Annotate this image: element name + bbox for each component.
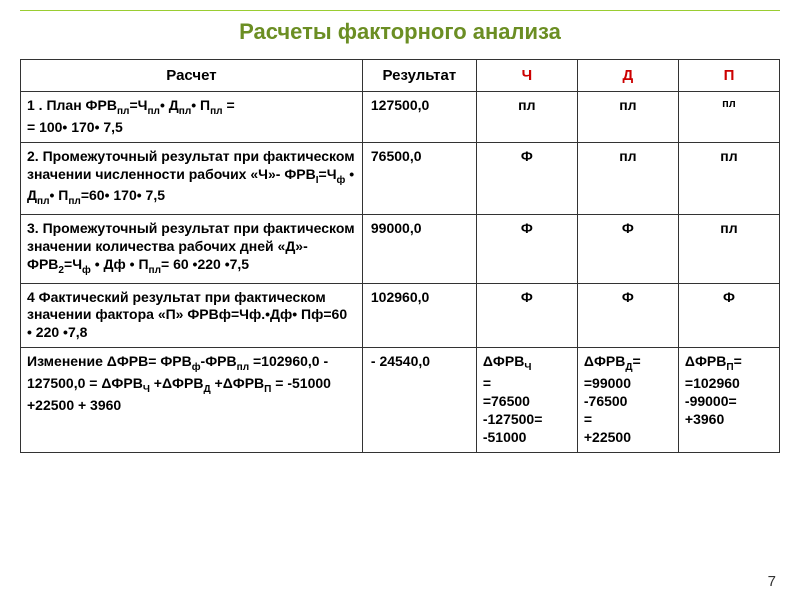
p-cell: пл — [678, 215, 779, 284]
table-row: 4 Фактический результат при фактическом … — [21, 283, 780, 348]
table-row: 2. Промежуточный результат при фактическ… — [21, 142, 780, 214]
page-title: Расчеты факторного анализа — [20, 19, 780, 45]
result-cell: 102960,0 — [362, 283, 476, 348]
footer-p-cell: ΔФРВП==102960-99000=+3960 — [678, 348, 779, 452]
header-ch: Ч — [476, 60, 577, 92]
ch-cell: пл — [476, 92, 577, 143]
table-footer-row: Изменение ΔФРВ= ФРВф-ФРВпл =102960,0 - 1… — [21, 348, 780, 452]
header-d: Д — [577, 60, 678, 92]
p-cell: пл — [678, 92, 779, 143]
page-number: 7 — [768, 573, 776, 590]
calc-cell: 4 Фактический результат при фактическом … — [21, 283, 363, 348]
footer-d-cell: ΔФРВД==99000-76500=+22500 — [577, 348, 678, 452]
result-cell: 76500,0 — [362, 142, 476, 214]
header-p: П — [678, 60, 779, 92]
factor-analysis-table: Расчет Результат Ч Д П 1 . План ФРВпл=Чп… — [20, 59, 780, 453]
table-header-row: Расчет Результат Ч Д П — [21, 60, 780, 92]
d-cell: пл — [577, 142, 678, 214]
d-cell: Ф — [577, 215, 678, 284]
ch-cell: Ф — [476, 215, 577, 284]
result-cell: 127500,0 — [362, 92, 476, 143]
d-cell: пл — [577, 92, 678, 143]
table-row: 1 . План ФРВпл=Чпл• Дпл• Ппл == 100• 170… — [21, 92, 780, 143]
footer-calc-cell: Изменение ΔФРВ= ФРВф-ФРВпл =102960,0 - 1… — [21, 348, 363, 452]
table-row: 3. Промежуточный результат при фактическ… — [21, 215, 780, 284]
ch-cell: Ф — [476, 283, 577, 348]
header-calc: Расчет — [21, 60, 363, 92]
p-cell: пл — [678, 142, 779, 214]
footer-ch-cell: ΔФРВЧ==76500-127500=-51000 — [476, 348, 577, 452]
header-result: Результат — [362, 60, 476, 92]
calc-cell: 2. Промежуточный результат при фактическ… — [21, 142, 363, 214]
p-cell: Ф — [678, 283, 779, 348]
ch-cell: Ф — [476, 142, 577, 214]
calc-cell: 3. Промежуточный результат при фактическ… — [21, 215, 363, 284]
footer-result-cell: - 24540,0 — [362, 348, 476, 452]
result-cell: 99000,0 — [362, 215, 476, 284]
title-divider — [20, 10, 780, 11]
calc-cell: 1 . План ФРВпл=Чпл• Дпл• Ппл == 100• 170… — [21, 92, 363, 143]
d-cell: Ф — [577, 283, 678, 348]
